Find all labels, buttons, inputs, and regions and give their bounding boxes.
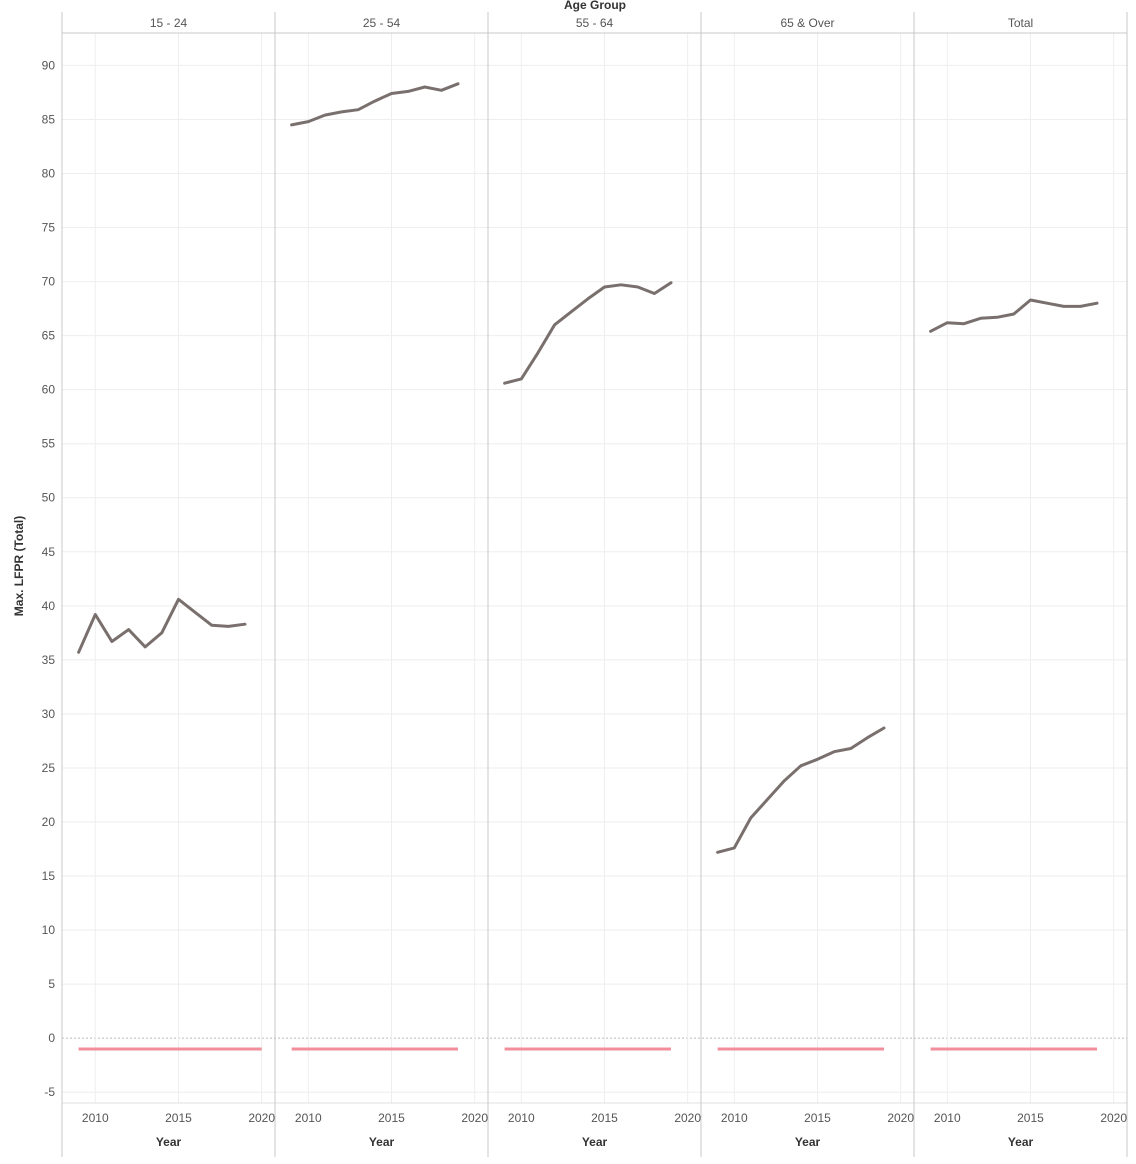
x-axis-title: Year xyxy=(369,1135,395,1149)
y-axis: -5 0 5 10 15 20 25 30 35 40 45 50 55 60 65 70 75 80 85 90 xyxy=(42,58,56,1099)
y-tick-label: 60 xyxy=(42,383,56,397)
x-tick-label: 2020 xyxy=(461,1111,488,1125)
x-axis-title: Year xyxy=(1008,1135,1034,1149)
x-tick-label: 2015 xyxy=(1017,1111,1044,1125)
series-line xyxy=(290,82,460,127)
y-tick-label: 15 xyxy=(42,869,56,883)
y-tick-label: 0 xyxy=(48,1031,55,1045)
y-tick-label: 5 xyxy=(48,977,55,991)
grid-layer xyxy=(62,33,1127,1103)
panels: 2010 2015 2020 15 - 24 Year 2010 2015 2020 25 - … xyxy=(77,16,1127,1149)
y-tick-label: 30 xyxy=(42,707,56,721)
y-tick-label: 40 xyxy=(42,599,56,613)
panel-frames xyxy=(61,12,1128,1157)
x-tick-label: 2015 xyxy=(165,1111,192,1125)
x-tick-label: 2020 xyxy=(887,1111,914,1125)
x-tick-label: 2020 xyxy=(1100,1111,1127,1125)
x-axis-title: Year xyxy=(795,1135,821,1149)
x-tick-label: 2010 xyxy=(721,1111,748,1125)
panel-total: 2010 2015 2020 Total Year xyxy=(929,16,1127,1149)
panel-65-over: 2010 2015 2020 65 & Over Year xyxy=(716,16,914,1149)
panel-25-54: 2010 2015 2020 25 - 54 Year xyxy=(290,16,488,1149)
panel-header-label: Total xyxy=(1008,16,1033,30)
y-tick-label: 35 xyxy=(42,653,56,667)
y-tick-label: 50 xyxy=(42,491,56,505)
series-line xyxy=(503,281,673,385)
series-line xyxy=(716,726,886,854)
column-header-title: Age Group xyxy=(564,0,626,12)
y-tick-label: 85 xyxy=(42,112,56,126)
y-tick-label: 70 xyxy=(42,275,56,289)
y-tick-label: 65 xyxy=(42,329,56,343)
x-tick-label: 2015 xyxy=(591,1111,618,1125)
series-line xyxy=(77,597,247,654)
panel-15-24: 2010 2015 2020 15 - 24 Year xyxy=(77,16,275,1149)
y-tick-label: 80 xyxy=(42,167,56,181)
panel-header-label: 65 & Over xyxy=(780,16,834,30)
x-tick-label: 2015 xyxy=(378,1111,405,1125)
y-tick-label: 90 xyxy=(42,58,56,72)
panel-header-label: 55 - 64 xyxy=(576,16,614,30)
y-tick-label: 20 xyxy=(42,815,56,829)
y-tick-label: 25 xyxy=(42,761,56,775)
series-line xyxy=(929,298,1099,333)
y-tick-label: 45 xyxy=(42,545,56,559)
y-tick-label: -5 xyxy=(44,1085,55,1099)
y-tick-label: 10 xyxy=(42,923,56,937)
x-tick-label: 2020 xyxy=(248,1111,275,1125)
x-tick-label: 2015 xyxy=(804,1111,831,1125)
y-tick-label: 75 xyxy=(42,221,56,235)
y-axis-title: Max. LFPR (Total) xyxy=(12,516,26,616)
panel-header-label: 25 - 54 xyxy=(363,16,401,30)
x-tick-label: 2020 xyxy=(674,1111,701,1125)
x-tick-label: 2010 xyxy=(295,1111,322,1125)
y-tick-label: 55 xyxy=(42,437,56,451)
panel-header-label: 15 - 24 xyxy=(150,16,188,30)
x-axis-title: Year xyxy=(156,1135,182,1149)
x-tick-label: 2010 xyxy=(508,1111,535,1125)
panel-55-64: 2010 2015 2020 55 - 64 Year xyxy=(503,16,701,1149)
x-axis-title: Year xyxy=(582,1135,608,1149)
x-tick-label: 2010 xyxy=(82,1111,109,1125)
x-tick-label: 2010 xyxy=(934,1111,961,1125)
